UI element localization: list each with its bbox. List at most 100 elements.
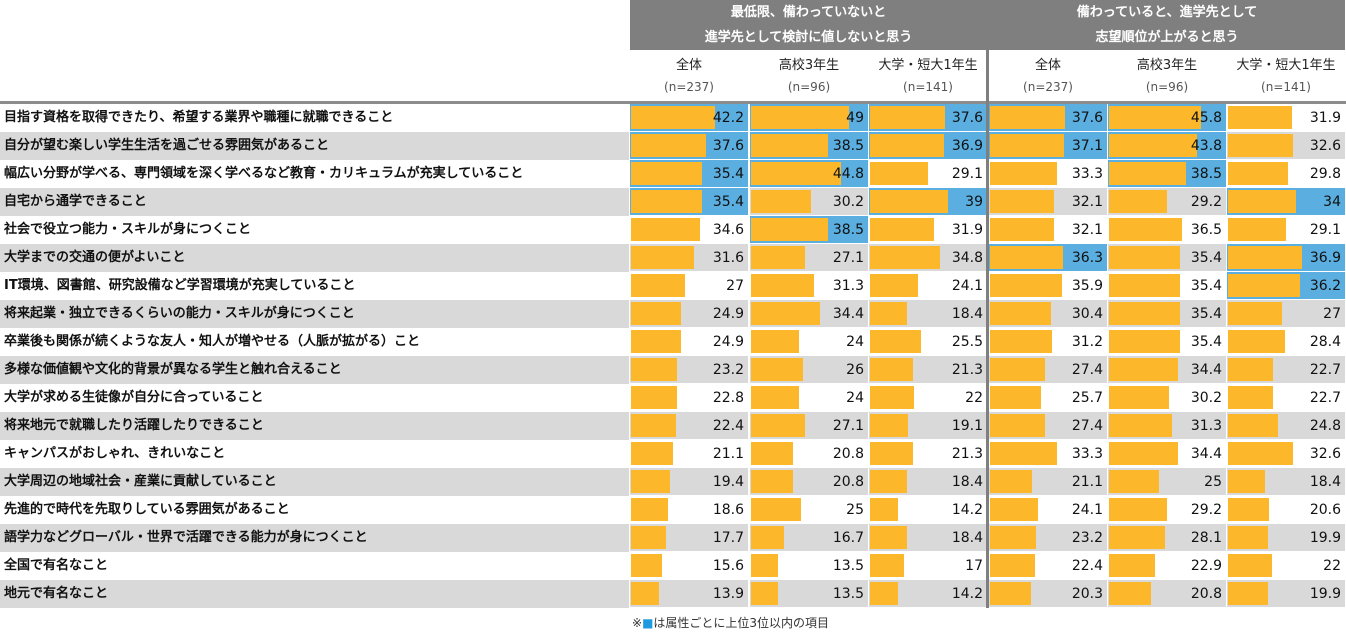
value: 29.1 bbox=[951, 166, 983, 182]
cell: 35.4 bbox=[1108, 328, 1226, 355]
bar bbox=[870, 134, 944, 157]
cell: 20.8 bbox=[750, 440, 868, 467]
cell: 18.4 bbox=[869, 524, 987, 551]
bar bbox=[1109, 414, 1172, 437]
value: 31.6 bbox=[712, 250, 744, 266]
value: 29.1 bbox=[1309, 222, 1341, 238]
value: 23.2 bbox=[1071, 530, 1103, 546]
value: 27.1 bbox=[832, 418, 864, 434]
value: 24 bbox=[846, 390, 864, 406]
bar bbox=[870, 274, 919, 297]
cell: 25 bbox=[750, 496, 868, 523]
bar bbox=[870, 358, 913, 381]
cell: 34.4 bbox=[1108, 440, 1226, 467]
row-label: 幅広い分野が学べる、専門領域を深く学べるなど教育・カリキュラムが充実していること bbox=[4, 166, 524, 181]
value: 27.4 bbox=[1071, 362, 1103, 378]
bar bbox=[751, 442, 793, 465]
row-label: 社会で役立つ能力・スキルが身につくこと bbox=[4, 222, 252, 237]
bar bbox=[751, 106, 849, 129]
value: 35.4 bbox=[1190, 306, 1222, 322]
value: 22.8 bbox=[712, 390, 744, 406]
bar bbox=[1109, 526, 1166, 549]
group-header: 最低限、備わっていないと 進学先として検討に値しないと思う bbox=[630, 0, 987, 50]
column-name: 全体 bbox=[675, 58, 702, 73]
bar bbox=[870, 302, 907, 325]
bar bbox=[990, 554, 1035, 577]
column-n: (n=141) bbox=[903, 80, 953, 94]
value: 27.4 bbox=[1071, 418, 1103, 434]
value: 35.4 bbox=[712, 194, 744, 210]
bar bbox=[751, 414, 806, 437]
value: 32.1 bbox=[1071, 194, 1103, 210]
cell: 36.2 bbox=[1227, 272, 1345, 299]
bar bbox=[631, 162, 702, 185]
value: 22.4 bbox=[1071, 558, 1103, 574]
cell: 31.3 bbox=[1108, 412, 1226, 439]
group-header-line: 最低限、備わっていないと bbox=[730, 5, 887, 20]
value: 20.8 bbox=[1190, 586, 1222, 602]
cell: 29.8 bbox=[1227, 160, 1345, 187]
value: 15.6 bbox=[712, 558, 744, 574]
bar bbox=[1228, 134, 1294, 157]
bar bbox=[1109, 162, 1186, 185]
bar bbox=[631, 498, 669, 521]
bar bbox=[1228, 386, 1274, 409]
row-label: 多様な価値観や文化的背景が異なる学生と触れ合えること bbox=[0, 356, 629, 384]
cell: 21.1 bbox=[989, 468, 1107, 495]
bar bbox=[1109, 330, 1180, 353]
bar bbox=[990, 218, 1055, 241]
bar bbox=[1109, 470, 1159, 493]
note: ※■は属性ごとに上位3位以内の項目 bbox=[632, 614, 829, 631]
value: 37.6 bbox=[951, 110, 983, 126]
bar bbox=[631, 358, 678, 381]
bar bbox=[751, 582, 778, 605]
row-label: 目指す資格を取得できたり、希望する業界や職種に就職できること bbox=[4, 110, 394, 125]
bar bbox=[1109, 554, 1155, 577]
value: 24.9 bbox=[712, 306, 744, 322]
row-label: 地元で有名なこと bbox=[0, 580, 629, 608]
value: 29.8 bbox=[1309, 166, 1341, 182]
value: 44.8 bbox=[832, 166, 864, 182]
cell: 43.8 bbox=[1108, 132, 1226, 159]
cell: 33.3 bbox=[989, 160, 1107, 187]
cell: 37.6 bbox=[989, 104, 1107, 131]
row-label: 自宅から通学できること bbox=[0, 188, 629, 216]
value: 14.2 bbox=[951, 502, 983, 518]
column-n: (n=237) bbox=[1023, 80, 1073, 94]
value: 42.2 bbox=[712, 110, 744, 126]
cell: 13.9 bbox=[630, 580, 748, 607]
value: 32.6 bbox=[1309, 138, 1341, 154]
value: 13.5 bbox=[832, 558, 864, 574]
bar bbox=[1109, 582, 1151, 605]
value: 31.9 bbox=[1309, 110, 1341, 126]
value: 18.4 bbox=[951, 474, 983, 490]
value: 20.8 bbox=[832, 474, 864, 490]
value: 22.9 bbox=[1190, 558, 1222, 574]
bar bbox=[1228, 414, 1278, 437]
cell: 18.4 bbox=[1227, 468, 1345, 495]
value: 31.2 bbox=[1071, 334, 1103, 350]
cell: 28.1 bbox=[1108, 524, 1226, 551]
cell: 36.9 bbox=[869, 132, 987, 159]
value: 35.9 bbox=[1071, 278, 1103, 294]
cell: 20.8 bbox=[1108, 580, 1226, 607]
value: 17.7 bbox=[712, 530, 744, 546]
value: 27 bbox=[726, 278, 744, 294]
value: 16.7 bbox=[832, 530, 864, 546]
value: 43.8 bbox=[1190, 138, 1222, 154]
cell: 30.2 bbox=[1108, 384, 1226, 411]
value: 24.1 bbox=[1071, 502, 1103, 518]
bar bbox=[1228, 358, 1274, 381]
bar bbox=[870, 190, 948, 213]
bar bbox=[751, 330, 799, 353]
value: 18.6 bbox=[712, 502, 744, 518]
cell: 35.4 bbox=[1108, 300, 1226, 327]
bar bbox=[990, 162, 1057, 185]
column-name: 高校3年生 bbox=[778, 58, 840, 73]
bar bbox=[870, 526, 907, 549]
bar bbox=[990, 582, 1031, 605]
bar bbox=[751, 386, 799, 409]
bar bbox=[751, 134, 828, 157]
header-rule bbox=[0, 101, 1346, 104]
value: 38.5 bbox=[832, 222, 864, 238]
